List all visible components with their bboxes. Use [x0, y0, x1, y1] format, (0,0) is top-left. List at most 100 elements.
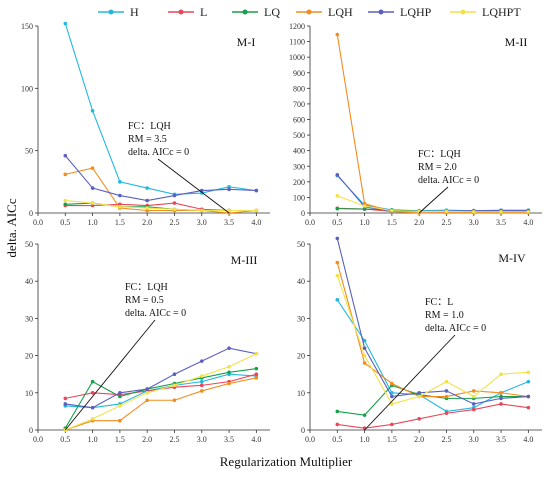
data-point: [63, 396, 68, 401]
data-point: [390, 391, 394, 395]
series-line: [337, 403, 529, 429]
data-point: [172, 372, 177, 377]
data-point: [444, 394, 449, 399]
x-tick-label: 2.0: [142, 218, 152, 227]
x-axis-label: Regularization Multiplier: [220, 454, 353, 469]
data-point: [118, 404, 122, 408]
data-point: [362, 413, 367, 417]
x-tick-label: 0.5: [332, 435, 342, 444]
x-tick-label: 3.5: [224, 435, 234, 444]
data-point: [335, 194, 340, 198]
y-tick-label: 150: [21, 22, 33, 31]
data-point: [199, 191, 204, 195]
x-tick-label: 2.5: [169, 218, 179, 227]
x-tick-label: 2.0: [142, 435, 152, 444]
x-tick-label: 4.0: [523, 218, 533, 227]
series-h: [63, 21, 259, 197]
data-point: [90, 166, 95, 170]
legend-item-lq: LQ: [232, 5, 280, 19]
data-point: [390, 402, 394, 406]
series-line: [65, 347, 257, 409]
series-line: [336, 262, 529, 398]
annotation-line: RM = 1.0: [425, 310, 464, 321]
panel-title: M-III: [231, 253, 258, 267]
series-line: [65, 167, 257, 214]
data-point: [335, 298, 340, 302]
y-tick-label: 1100: [289, 38, 305, 47]
x-tick-label: 2.5: [441, 218, 451, 227]
x-tick-label: 3.0: [197, 218, 207, 227]
x-tick-label: 1.0: [360, 435, 370, 444]
annotation-leader: [418, 186, 449, 214]
series-line: [336, 238, 529, 405]
data-point: [145, 387, 149, 391]
y-tick-label: 0: [301, 209, 305, 218]
legend-item-h: H: [98, 5, 139, 19]
series-line: [64, 368, 257, 429]
y-tick-label: 1000: [289, 53, 305, 62]
series-lqhp: [335, 236, 531, 406]
series-lqhpt: [335, 194, 531, 214]
data-point: [172, 207, 177, 212]
y-tick-label: 700: [293, 100, 305, 109]
series-lqhpt: [335, 273, 531, 406]
y-tick-label: 0: [29, 209, 33, 218]
data-point: [227, 187, 231, 192]
x-tick-label: 1.5: [387, 218, 397, 227]
x-tick-label: 1.0: [360, 218, 370, 227]
data-point: [362, 361, 367, 365]
data-point: [335, 236, 340, 241]
data-point: [444, 209, 449, 214]
series-l: [335, 402, 531, 430]
data-point: [90, 201, 95, 205]
x-tick-label: 1.0: [88, 435, 98, 444]
data-point: [444, 379, 449, 384]
annotation-line: delta. AICc = 0: [128, 147, 189, 158]
y-tick-label: 900: [293, 69, 305, 78]
x-tick-label: 3.5: [224, 218, 234, 227]
data-point: [526, 209, 531, 214]
y-tick-label: 0: [301, 426, 305, 435]
x-tick-label: 2.5: [169, 435, 179, 444]
data-point: [390, 422, 394, 427]
data-point: [254, 188, 259, 193]
data-point: [145, 391, 149, 395]
annotation-leader: [64, 319, 156, 431]
legend-marker: [242, 9, 248, 15]
series-lqhp: [63, 153, 259, 203]
y-tick-label: 50: [297, 240, 305, 249]
data-point: [90, 203, 95, 208]
y-tick-label: 20: [297, 352, 305, 361]
annotation-line: FC：LQH: [128, 121, 171, 132]
data-point: [227, 208, 231, 213]
legend-marker: [108, 9, 114, 15]
annotation-line: FC：LQH: [418, 149, 461, 160]
legend-item-l: L: [168, 5, 207, 19]
legend-item-lqh: LQH: [296, 5, 353, 19]
x-tick-label: 2.0: [414, 435, 424, 444]
annotation-line: FC：L: [425, 297, 453, 308]
series-lqh: [63, 376, 259, 432]
data-point: [499, 396, 503, 401]
data-point: [90, 379, 95, 384]
data-point: [172, 383, 177, 388]
data-point: [227, 364, 231, 369]
series-lqh: [335, 32, 531, 215]
x-tick-label: 0.0: [33, 435, 43, 444]
y-axis-label: delta. AICc: [4, 198, 19, 257]
legend-item-lqhpt: LQHPT: [450, 5, 521, 19]
legend-label: H: [130, 5, 139, 19]
annotation: FC：L RM = 1.0 delta. AICc = 0: [364, 297, 486, 431]
series-line: [336, 299, 529, 412]
series-lqhp: [63, 346, 259, 410]
x-tick-label: 1.5: [115, 435, 125, 444]
data-point: [254, 351, 259, 356]
data-point: [444, 411, 449, 416]
y-tick-label: 40: [297, 277, 305, 286]
y-tick-label: 10: [297, 389, 305, 398]
annotation-line: delta. AICc = 0: [425, 323, 486, 334]
data-point: [63, 198, 68, 203]
data-point: [90, 391, 95, 395]
data-point: [499, 209, 503, 214]
y-tick-label: 20: [25, 352, 33, 361]
